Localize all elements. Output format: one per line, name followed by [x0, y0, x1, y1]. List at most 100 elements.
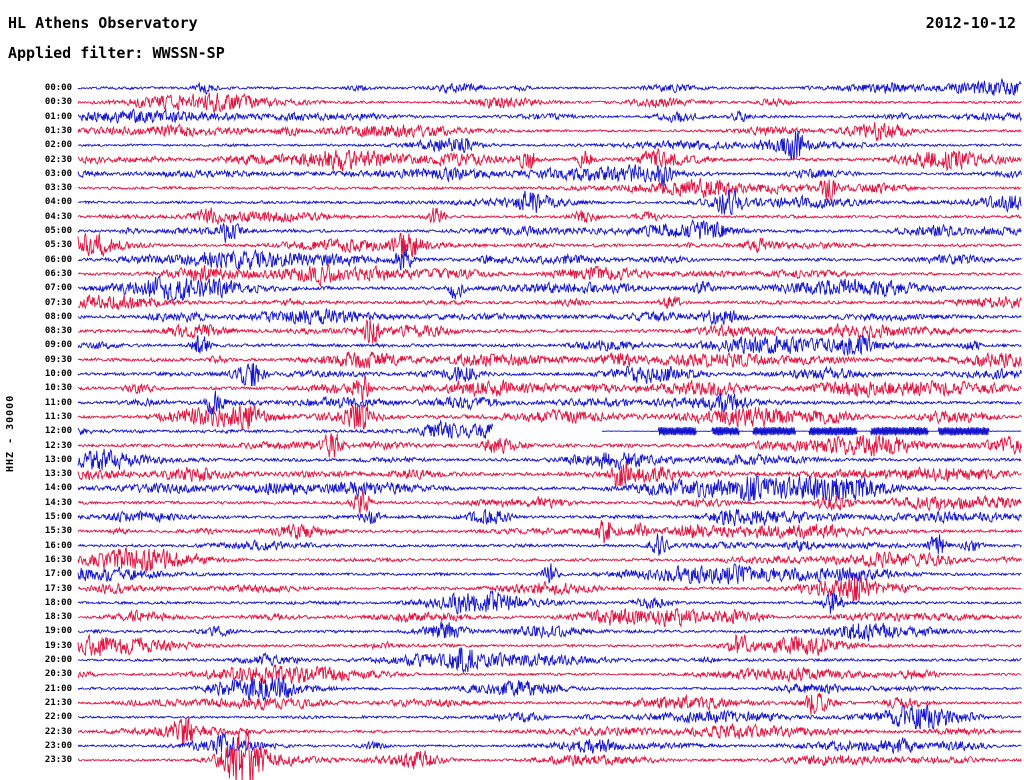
trace-row-18:00: [77, 590, 1022, 615]
time-label-11:00: 11:00: [44, 397, 72, 408]
trace-row-12:00: [77, 419, 1022, 439]
time-label-11:30: 11:30: [44, 411, 72, 422]
time-label-12:30: 12:30: [44, 440, 72, 451]
trace-row-11:00: [77, 390, 1022, 415]
trace-row-09:30: [77, 351, 1022, 369]
trace-row-06:00: [77, 248, 1022, 271]
trace-row-18:30: [77, 607, 1022, 628]
trace-row-08:00: [77, 308, 1022, 326]
trace-row-11:30: [77, 404, 1022, 430]
time-label-16:30: 16:30: [44, 554, 72, 565]
trace-row-21:00: [77, 676, 1022, 701]
time-label-09:30: 09:30: [44, 354, 72, 365]
time-label-18:30: 18:30: [44, 612, 72, 623]
trace-row-14:00: [77, 475, 1022, 502]
trace-row-19:00: [77, 621, 1022, 642]
time-label-00:00: 00:00: [44, 83, 72, 93]
time-label-05:30: 05:30: [44, 240, 72, 251]
trace-row-12:30: [77, 433, 1022, 458]
trace-row-14:30: [77, 490, 1022, 516]
time-label-20:00: 20:00: [44, 655, 72, 665]
time-label-06:30: 06:30: [44, 268, 72, 279]
time-label-08:00: 08:00: [44, 311, 72, 322]
trace-row-04:30: [77, 207, 1022, 225]
trace-row-23:00: [77, 733, 1022, 759]
time-label-10:30: 10:30: [44, 383, 72, 394]
trace-row-17:00: [77, 563, 1022, 585]
trace-row-03:30: [77, 178, 1022, 201]
page-title: HL Athens Observatory: [8, 14, 198, 32]
trace-row-07:30: [77, 293, 1022, 311]
trace-row-16:30: [77, 547, 1022, 574]
time-label-15:00: 15:00: [44, 512, 72, 522]
time-label-20:30: 20:30: [44, 669, 72, 680]
time-label-00:30: 00:30: [44, 97, 72, 108]
trace-row-19:30: [77, 633, 1022, 657]
time-label-10:00: 10:00: [44, 369, 72, 379]
trace-row-02:00: [77, 130, 1022, 161]
time-label-22:30: 22:30: [44, 726, 72, 737]
time-label-08:30: 08:30: [44, 326, 72, 337]
time-label-15:30: 15:30: [44, 526, 72, 537]
trace-row-06:30: [77, 264, 1022, 288]
time-label-22:00: 22:00: [44, 712, 72, 723]
trace-row-20:30: [77, 664, 1022, 685]
trace-row-22:00: [77, 703, 1022, 730]
time-label-06:00: 06:00: [44, 254, 72, 265]
time-label-23:30: 23:30: [44, 755, 72, 766]
trace-row-01:30: [77, 122, 1022, 142]
time-label-19:30: 19:30: [44, 640, 72, 651]
time-label-01:30: 01:30: [44, 125, 72, 136]
trace-row-17:30: [77, 576, 1022, 601]
trace-row-22:30: [77, 717, 1022, 745]
trace-row-05:00: [77, 219, 1022, 243]
time-label-17:00: 17:00: [44, 569, 72, 580]
time-label-12:00: 12:00: [44, 426, 72, 437]
time-label-17:30: 17:30: [44, 583, 72, 594]
time-label-18:00: 18:00: [44, 597, 72, 608]
time-label-03:30: 03:30: [44, 183, 72, 194]
time-label-21:30: 21:30: [44, 697, 72, 708]
trace-row-16:00: [77, 533, 1022, 556]
time-label-14:00: 14:00: [44, 483, 72, 494]
trace-row-00:30: [77, 92, 1022, 114]
trace-row-04:00: [77, 189, 1022, 215]
time-label-16:00: 16:00: [44, 540, 72, 551]
trace-row-01:00: [77, 108, 1022, 124]
date-label: 2012-10-12: [925, 14, 1016, 32]
trace-row-13:30: [77, 461, 1022, 487]
time-label-13:00: 13:00: [44, 454, 72, 465]
trace-row-05:30: [77, 232, 1022, 258]
trace-row-02:30: [77, 148, 1022, 172]
trace-row-08:30: [77, 319, 1022, 344]
trace-row-00:00: [77, 77, 1022, 96]
trace-row-15:00: [77, 508, 1022, 527]
trace-row-03:00: [77, 164, 1022, 187]
trace-row-10:00: [77, 363, 1022, 387]
time-label-07:00: 07:00: [44, 283, 72, 294]
trace-row-07:00: [77, 275, 1022, 302]
trace-row-10:30: [77, 375, 1022, 402]
time-label-02:00: 02:00: [44, 140, 72, 151]
time-label-21:00: 21:00: [44, 683, 72, 694]
time-label-07:30: 07:30: [44, 297, 72, 308]
time-label-09:00: 09:00: [44, 340, 72, 351]
time-label-01:00: 01:00: [44, 111, 72, 122]
trace-row-20:00: [77, 646, 1022, 674]
time-label-23:00: 23:00: [44, 740, 72, 751]
time-label-04:00: 04:00: [44, 197, 72, 208]
time-label-19:00: 19:00: [44, 626, 72, 637]
trace-row-15:30: [77, 520, 1022, 544]
time-label-13:30: 13:30: [44, 469, 72, 480]
time-label-04:30: 04:30: [44, 211, 72, 222]
time-label-05:00: 05:00: [44, 226, 72, 236]
time-label-03:00: 03:00: [44, 168, 72, 179]
time-label-14:30: 14:30: [44, 497, 72, 508]
trace-row-09:00: [77, 334, 1022, 356]
trace-row-23:30: [77, 730, 1022, 780]
filter-label: Applied filter: WWSSN-SP: [8, 44, 225, 62]
time-label-02:30: 02:30: [44, 154, 72, 165]
trace-row-21:30: [77, 692, 1022, 715]
